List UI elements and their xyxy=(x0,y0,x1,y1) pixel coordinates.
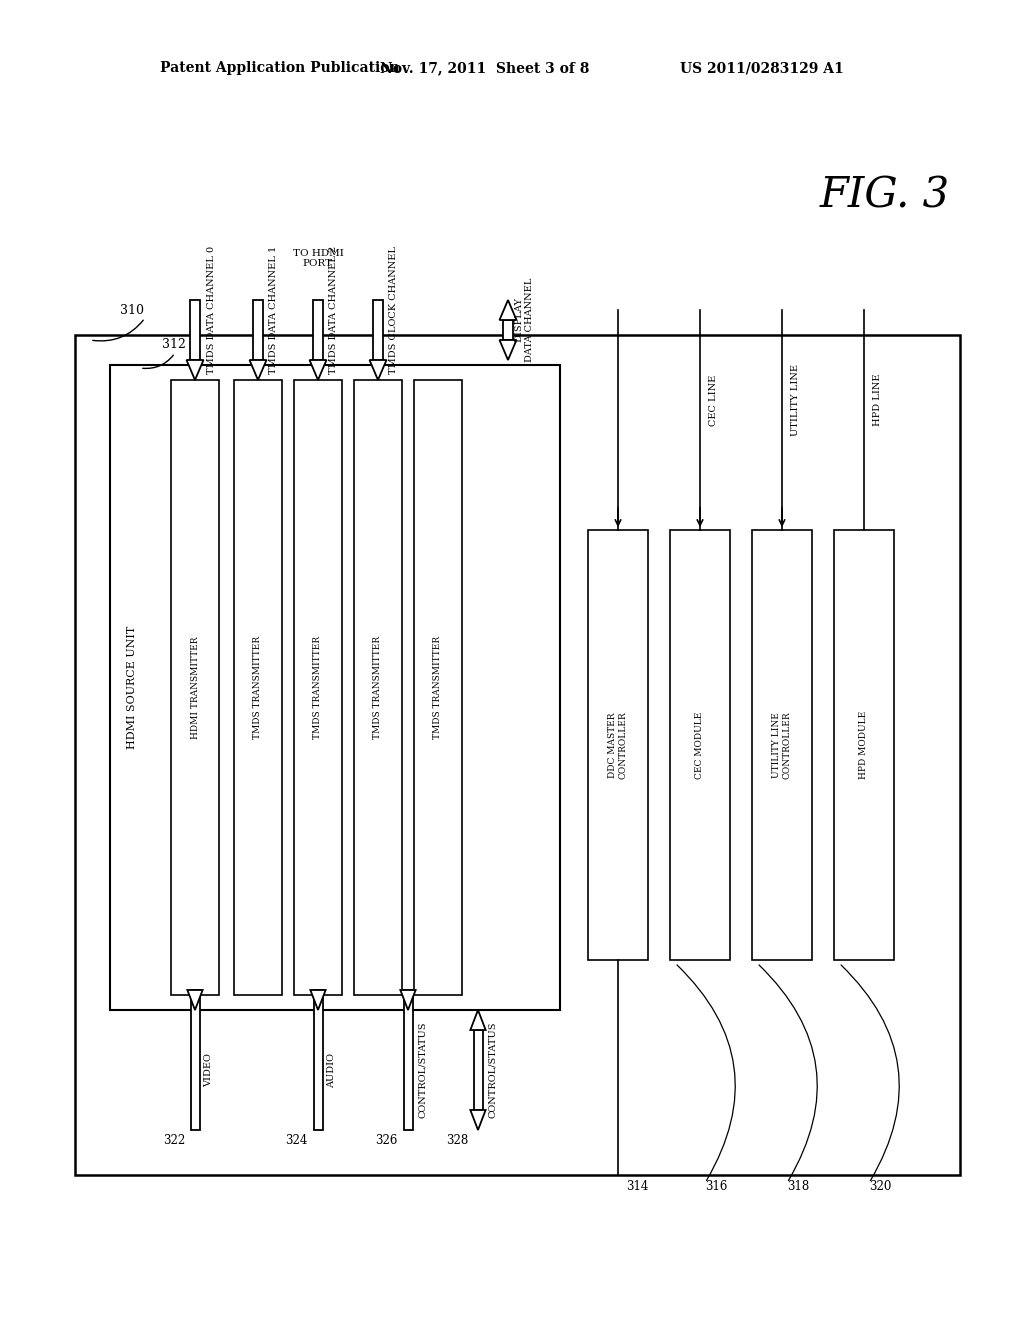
Text: CONTROL/STATUS: CONTROL/STATUS xyxy=(487,1022,497,1118)
Text: FIG. 3: FIG. 3 xyxy=(820,174,950,216)
Text: TMDS TRANSMITTER: TMDS TRANSMITTER xyxy=(313,636,323,739)
Bar xyxy=(473,1030,482,1110)
Text: DDC MASTER
CONTROLLER: DDC MASTER CONTROLLER xyxy=(608,711,628,779)
Polygon shape xyxy=(187,990,203,1010)
Text: 316: 316 xyxy=(705,1180,727,1193)
Text: DISPLAY
DATA CHANNEL: DISPLAY DATA CHANNEL xyxy=(514,277,534,362)
Bar xyxy=(75,335,961,1175)
Text: 328: 328 xyxy=(445,1134,468,1147)
Text: UTILITY LINE
CONTROLLER: UTILITY LINE CONTROLLER xyxy=(772,711,792,779)
Text: TMDS DATA CHANNEL 2: TMDS DATA CHANNEL 2 xyxy=(330,246,339,374)
Bar xyxy=(313,300,323,360)
Polygon shape xyxy=(500,341,516,360)
Text: Nov. 17, 2011  Sheet 3 of 8: Nov. 17, 2011 Sheet 3 of 8 xyxy=(380,61,590,75)
Text: TMDS CLOCK CHANNEL: TMDS CLOCK CHANNEL xyxy=(389,246,398,374)
Text: 324: 324 xyxy=(286,1134,308,1147)
Bar xyxy=(110,366,560,1010)
Text: TMDS DATA CHANNEL 0: TMDS DATA CHANNEL 0 xyxy=(207,246,215,374)
Bar xyxy=(403,990,413,1130)
Text: HDMI TRANSMITTER: HDMI TRANSMITTER xyxy=(190,636,200,739)
Text: TO HDMI
PORT: TO HDMI PORT xyxy=(293,248,343,268)
Text: 310: 310 xyxy=(120,304,144,317)
Text: 326: 326 xyxy=(376,1134,398,1147)
Bar xyxy=(414,380,462,995)
Polygon shape xyxy=(370,360,386,380)
Text: 314: 314 xyxy=(626,1180,648,1193)
Bar xyxy=(503,319,513,341)
Polygon shape xyxy=(309,360,327,380)
Polygon shape xyxy=(400,990,416,1010)
Text: HPD LINE: HPD LINE xyxy=(873,374,883,426)
Bar xyxy=(588,531,648,960)
Bar xyxy=(752,531,812,960)
Text: CONTROL/STATUS: CONTROL/STATUS xyxy=(418,1022,427,1118)
Bar xyxy=(253,300,263,360)
Text: 320: 320 xyxy=(869,1180,891,1193)
Polygon shape xyxy=(470,1010,485,1030)
Text: CEC LINE: CEC LINE xyxy=(710,375,719,425)
Text: HDMI SOURCE UNIT: HDMI SOURCE UNIT xyxy=(127,626,137,750)
Text: 322: 322 xyxy=(163,1134,185,1147)
Text: 318: 318 xyxy=(787,1180,809,1193)
Bar xyxy=(190,990,200,1130)
Text: TMDS DATA CHANNEL 1: TMDS DATA CHANNEL 1 xyxy=(269,246,279,374)
Text: UTILITY LINE: UTILITY LINE xyxy=(792,364,801,436)
Bar xyxy=(190,300,200,360)
Polygon shape xyxy=(310,990,326,1010)
Bar xyxy=(171,380,219,995)
Bar xyxy=(834,531,894,960)
Text: VIDEO: VIDEO xyxy=(205,1053,213,1086)
Bar xyxy=(313,990,323,1130)
Text: 312: 312 xyxy=(162,338,186,351)
Text: CEC MODULE: CEC MODULE xyxy=(695,711,705,779)
Polygon shape xyxy=(500,300,516,319)
Polygon shape xyxy=(470,1110,485,1130)
Bar xyxy=(354,380,402,995)
Text: TMDS TRANSMITTER: TMDS TRANSMITTER xyxy=(433,636,442,739)
Text: US 2011/0283129 A1: US 2011/0283129 A1 xyxy=(680,61,844,75)
Text: AUDIO: AUDIO xyxy=(328,1052,337,1088)
Bar xyxy=(373,300,383,360)
Polygon shape xyxy=(186,360,204,380)
Polygon shape xyxy=(250,360,266,380)
Text: TMDS TRANSMITTER: TMDS TRANSMITTER xyxy=(374,636,383,739)
Text: TMDS TRANSMITTER: TMDS TRANSMITTER xyxy=(254,636,262,739)
Bar xyxy=(670,531,730,960)
Bar xyxy=(294,380,342,995)
Bar xyxy=(234,380,282,995)
Text: HPD MODULE: HPD MODULE xyxy=(859,711,868,779)
Text: Patent Application Publication: Patent Application Publication xyxy=(160,61,399,75)
